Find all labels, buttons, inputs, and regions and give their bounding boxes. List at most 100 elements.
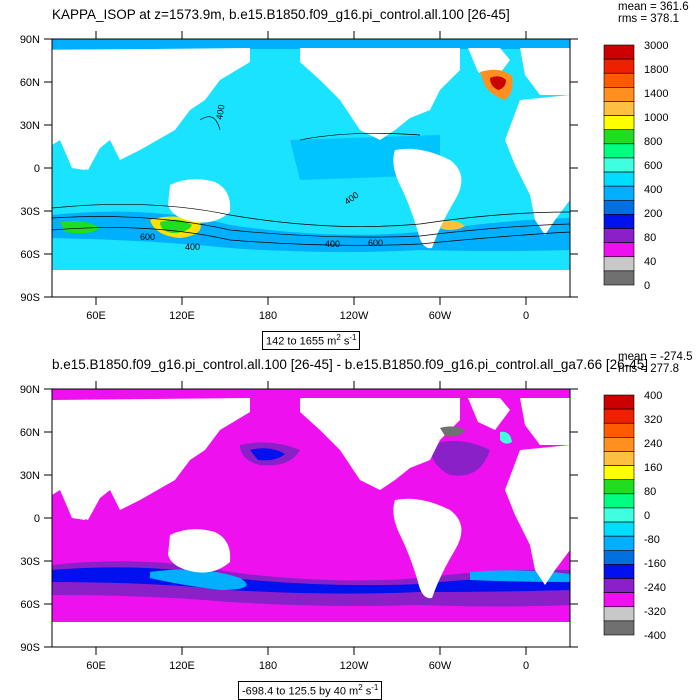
colorbar-label: 400 xyxy=(644,184,662,196)
southern-hotspot-3 xyxy=(440,220,465,230)
contour-label: 400 xyxy=(214,104,226,121)
panel-bottom: b.e15.B1850.f09_g16.pi_control.all.100 [… xyxy=(0,350,700,700)
colorbar-label: 0 xyxy=(644,510,650,522)
lon-tick-label: 120W xyxy=(340,310,369,322)
land-australia xyxy=(168,529,231,573)
land-australia xyxy=(168,179,231,223)
colorbar-swatch xyxy=(603,199,635,215)
land-africa xyxy=(505,445,570,585)
north-atlantic-cyan xyxy=(500,431,512,444)
colorbar-swatch xyxy=(603,171,635,187)
lat-axis: 90N 60N 30N 0 30S 60S 90S xyxy=(20,34,578,304)
map-panel-svg: 90N 60N 30N 0 30S 60S 90S 60E 120E 180 1… xyxy=(20,381,666,672)
panel-title: b.e15.B1850.f09_g16.pi_control.all.100 [… xyxy=(52,357,648,372)
colorbar-swatch xyxy=(603,592,635,608)
colorbar-label: 80 xyxy=(644,232,656,244)
mean-value: mean = 361.6 xyxy=(618,1,689,13)
lat-tick-label: 0 xyxy=(34,163,40,175)
colorbar-swatch xyxy=(603,87,635,102)
lon-tick-label: 120W xyxy=(340,660,369,672)
range-suffix: s xyxy=(340,335,350,348)
colorbar-swatch xyxy=(603,422,635,438)
land-masses xyxy=(52,398,570,647)
colorbar-swatch xyxy=(603,465,635,481)
colorbar-label: 1800 xyxy=(644,64,668,76)
lon-tick-label: 60W xyxy=(429,310,452,322)
lon-tick-label: 120E xyxy=(169,660,195,672)
colorbar-swatch xyxy=(603,493,635,509)
colorbar-label: -400 xyxy=(644,630,666,642)
map-panel-svg: 400 400 400 400 600 600 90N 60N xyxy=(20,31,668,322)
lat-tick-label: 60N xyxy=(20,427,40,439)
colorbar-swatch xyxy=(603,606,635,622)
colorbar-swatch xyxy=(603,72,635,88)
land-antarctica xyxy=(52,270,570,297)
colorbar-swatch xyxy=(603,479,635,495)
north-atlantic-gray xyxy=(440,426,465,437)
range-text: -698.4 to 125.5 by 40 m xyxy=(242,685,359,698)
colorbar-swatch xyxy=(603,44,635,60)
colorbar-swatch xyxy=(603,394,635,410)
north-pacific-blue xyxy=(250,448,285,461)
mean-value: mean = -274.5 xyxy=(618,351,693,363)
contour-label: 400 xyxy=(325,239,340,249)
colorbar-swatch xyxy=(603,521,635,537)
colorbar-swatch xyxy=(603,143,635,159)
colorbar-swatch xyxy=(603,214,635,229)
colorbar-label: 0 xyxy=(644,280,650,292)
colorbar-swatch xyxy=(603,256,635,272)
land-europe xyxy=(520,48,570,95)
colorbar-label: 40 xyxy=(644,256,656,268)
colorbar-label: 1000 xyxy=(644,112,668,124)
colorbar-label: 200 xyxy=(644,208,662,220)
colorbar-swatch xyxy=(603,620,635,636)
panel-top: KAPPA_ISOP at z=1573.9m, b.e15.B1850.f09… xyxy=(20,1,689,350)
range-label: -698.4 to 125.5 by 40 m2 s-1 xyxy=(238,681,383,700)
colorbar: 400 320 240 160 80 0 -80 -160 -240 -320 -400 xyxy=(603,390,666,642)
lat-tick-label: 90S xyxy=(20,642,40,654)
rms-value: rms = 378.1 xyxy=(618,13,680,25)
colorbar-label: -80 xyxy=(644,534,660,546)
land-south-america xyxy=(393,148,462,249)
colorbar-label: 240 xyxy=(644,438,662,450)
contour-label: 600 xyxy=(140,232,155,242)
colorbar-swatch xyxy=(603,185,635,201)
range-sup2: -1 xyxy=(349,333,357,342)
lat-tick-label: 90N xyxy=(20,384,40,396)
land-north-america xyxy=(300,48,460,140)
colorbar-label: 80 xyxy=(644,486,656,498)
contour-lines xyxy=(51,116,571,246)
lat-tick-label: 30N xyxy=(20,470,40,482)
lon-tick-label: 60E xyxy=(86,310,106,322)
lat-tick-label: 60S xyxy=(20,249,40,261)
lon-tick-label: 0 xyxy=(523,310,529,322)
colorbar-label: -320 xyxy=(644,606,666,618)
range-text: 142 to 1655 m xyxy=(266,335,337,348)
colorbar-swatch xyxy=(603,115,635,131)
colorbar-swatch xyxy=(603,101,635,116)
land-greenland xyxy=(468,398,510,430)
range-sup: 2 xyxy=(336,333,341,342)
land-asia xyxy=(52,48,250,170)
lat-tick-label: 60N xyxy=(20,77,40,89)
colorbar-label: 400 xyxy=(644,390,662,402)
colorbar-label: 3000 xyxy=(644,40,668,52)
colorbar-label: -160 xyxy=(644,558,666,570)
land-africa xyxy=(505,95,570,235)
range-sup2: -1 xyxy=(371,683,379,692)
land-europe xyxy=(520,398,570,445)
north-atlantic-low xyxy=(430,441,490,476)
lat-tick-label: 90S xyxy=(20,292,40,304)
colorbar-swatch xyxy=(603,58,635,74)
contour-label: 400 xyxy=(185,242,200,252)
land-south-america xyxy=(393,498,462,599)
colorbar-swatch xyxy=(603,549,635,565)
lon-tick-label: 60E xyxy=(86,660,106,672)
southern-hotspot-1b xyxy=(160,219,192,233)
southern-hotspot-2 xyxy=(60,220,100,234)
colorbar-swatch xyxy=(603,228,635,243)
land-antarctica xyxy=(52,622,570,647)
arctic-band xyxy=(52,39,570,49)
lat-tick-label: 30N xyxy=(20,120,40,132)
